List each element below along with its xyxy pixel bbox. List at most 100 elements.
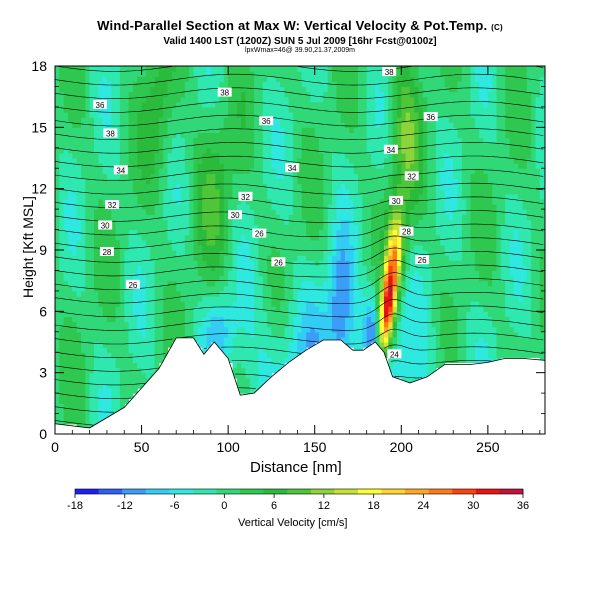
velocity-cell	[405, 347, 411, 353]
velocity-cell	[267, 137, 272, 144]
velocity-cell	[280, 209, 285, 215]
velocity-cell	[111, 255, 117, 261]
velocity-cell	[124, 147, 130, 154]
velocity-cell	[297, 96, 303, 103]
velocity-cell	[85, 423, 91, 430]
velocity-cell	[280, 229, 285, 236]
velocity-cell	[284, 321, 290, 328]
velocity-cell	[228, 326, 233, 333]
velocity-cell	[371, 331, 376, 338]
velocity-cell	[189, 198, 195, 205]
velocity-cell	[141, 183, 147, 190]
velocity-cell	[280, 357, 285, 363]
velocity-cell	[349, 336, 355, 343]
velocity-cell	[397, 163, 402, 169]
velocity-cell	[293, 152, 298, 159]
velocity-cell	[180, 127, 186, 133]
velocity-cell	[375, 224, 381, 231]
velocity-cell	[332, 280, 337, 287]
velocity-cell	[106, 163, 112, 169]
velocity-cell	[323, 331, 329, 338]
velocity-cell	[293, 260, 298, 266]
velocity-cell	[98, 66, 104, 72]
velocity-cell	[349, 168, 355, 174]
velocity-cell	[249, 275, 255, 282]
velocity-cell	[206, 178, 212, 185]
velocity-cell	[124, 219, 130, 225]
velocity-cell	[132, 270, 138, 277]
velocity-cell	[336, 280, 342, 287]
velocity-cell	[94, 347, 99, 353]
velocity-cell	[223, 352, 229, 358]
velocity-cell	[210, 321, 216, 328]
velocity-cell	[336, 91, 342, 98]
velocity-cell	[288, 158, 294, 164]
velocity-cell	[310, 285, 316, 292]
velocity-cell	[219, 336, 225, 343]
velocity-cell	[85, 265, 91, 271]
velocity-cell	[392, 219, 398, 225]
velocity-cell	[59, 106, 65, 113]
velocity-cell	[280, 112, 285, 118]
velocity-cell	[228, 173, 233, 179]
velocity-cell	[85, 352, 91, 358]
velocity-cell	[59, 117, 65, 123]
velocity-cell	[375, 127, 381, 133]
velocity-cell	[111, 372, 117, 379]
velocity-cell	[379, 101, 385, 108]
velocity-cell	[85, 244, 91, 251]
velocity-cell	[353, 244, 359, 251]
velocity-cell	[358, 193, 363, 200]
velocity-cell	[202, 260, 208, 266]
velocity-cell	[202, 91, 208, 98]
velocity-cell	[375, 306, 381, 312]
velocity-cell	[145, 336, 151, 343]
velocity-cell	[345, 311, 350, 317]
velocity-cell	[332, 239, 337, 246]
velocity-cell	[55, 142, 60, 149]
velocity-cell	[249, 81, 255, 87]
velocity-cell	[293, 81, 298, 87]
velocity-cell	[392, 178, 398, 185]
velocity-cell	[180, 193, 186, 200]
velocity-cell	[306, 86, 311, 93]
velocity-cell	[154, 296, 160, 302]
velocity-cell	[388, 137, 394, 144]
velocity-cell	[340, 321, 346, 328]
velocity-cell	[371, 86, 376, 93]
velocity-cell	[119, 244, 125, 251]
velocity-cell	[310, 198, 316, 205]
velocity-cell	[124, 209, 130, 215]
velocity-cell	[409, 290, 415, 297]
velocity-cell	[353, 316, 359, 323]
velocity-cell	[72, 301, 78, 307]
velocity-cell	[254, 382, 259, 389]
velocity-cell	[89, 270, 95, 277]
velocity-cell	[193, 147, 199, 154]
velocity-cell	[59, 372, 65, 379]
velocity-cell	[193, 91, 199, 98]
velocity-cell	[98, 413, 104, 420]
velocity-cell	[362, 326, 368, 333]
velocity-cell	[323, 152, 329, 159]
velocity-cell	[232, 270, 238, 277]
velocity-cell	[81, 296, 86, 302]
velocity-cell	[345, 321, 350, 328]
velocity-cell	[323, 229, 329, 236]
velocity-cell	[262, 158, 268, 164]
velocity-cell	[349, 152, 355, 159]
velocity-cell	[353, 285, 359, 292]
velocity-cell	[310, 311, 316, 317]
velocity-cell	[371, 66, 376, 72]
velocity-cell	[154, 362, 160, 369]
velocity-cell	[275, 152, 281, 159]
velocity-cell	[245, 112, 251, 118]
velocity-cell	[288, 311, 294, 317]
velocity-cell	[106, 193, 112, 200]
velocity-cell	[405, 265, 411, 271]
velocity-cell	[293, 193, 298, 200]
velocity-cell	[197, 163, 203, 169]
velocity-cell	[106, 147, 112, 154]
velocity-cell	[332, 168, 337, 174]
velocity-cell	[401, 255, 407, 261]
